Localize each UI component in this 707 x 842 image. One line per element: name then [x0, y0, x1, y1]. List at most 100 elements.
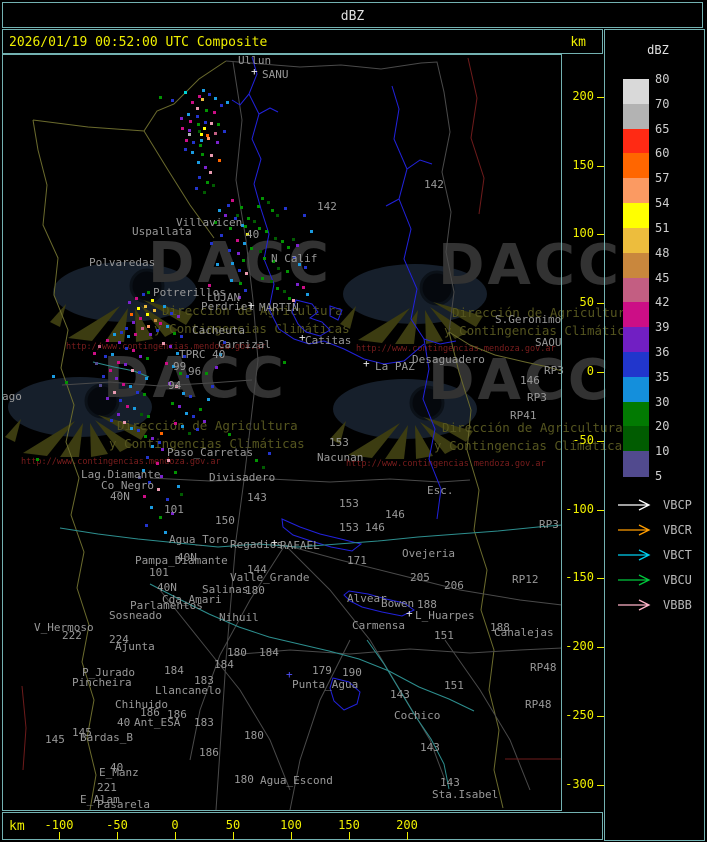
map-label: 180 — [245, 584, 265, 597]
map-label: S.Geronimo — [495, 313, 562, 326]
radar-echo — [132, 321, 135, 324]
map-label: 96 — [188, 365, 202, 378]
station-marker: + — [248, 299, 255, 312]
colorbar-label: 70 — [655, 96, 670, 111]
map-label: Carmensa — [352, 619, 405, 632]
map-label: Cacheuta — [192, 324, 245, 337]
map-label: Lag.Diamante — [81, 468, 161, 481]
radar-echo — [146, 456, 149, 459]
radar-echo — [203, 420, 206, 423]
radar-echo — [185, 139, 188, 142]
map-label: 40N — [110, 490, 130, 503]
radar-echo — [132, 349, 135, 352]
radar-echo — [214, 221, 217, 224]
radar-echo — [220, 104, 223, 107]
colorbar-band — [623, 376, 649, 403]
radar-echo — [303, 214, 306, 217]
radar-echo — [265, 230, 268, 233]
y-axis-tick-label: -300 — [565, 776, 594, 791]
radar-echo — [196, 115, 199, 118]
map-label: 146 — [365, 521, 385, 534]
map-label: 151 — [434, 629, 454, 642]
colorbar-band — [623, 227, 649, 254]
radar-echo — [144, 435, 147, 438]
map-label: 146 — [520, 374, 540, 387]
map-label: 171 — [347, 554, 367, 567]
radar-echo — [143, 495, 146, 498]
map-label: Desaguadero — [412, 353, 485, 366]
map-label: 99 — [173, 360, 187, 373]
map-label: 40N — [177, 551, 197, 564]
colorbar-label: 80 — [655, 72, 670, 86]
radar-echo — [213, 111, 216, 114]
radar-echo — [227, 204, 230, 207]
radar-echo — [220, 234, 223, 237]
radar-echo — [296, 283, 299, 286]
radar-echo — [129, 385, 132, 388]
radar-echo — [163, 305, 166, 308]
map-label: 101 — [164, 503, 184, 516]
map-label: Nihuil — [219, 611, 259, 624]
radar-echo — [267, 201, 270, 204]
radar-echo — [180, 117, 183, 120]
map-label: Canalejas — [494, 626, 554, 639]
radar-echo — [117, 361, 120, 364]
map-label: 143 — [440, 776, 460, 789]
y-axis-tick-label: -150 — [565, 570, 594, 585]
radar-echo — [125, 327, 128, 330]
y-axis-tick-label: 0 — [586, 364, 594, 378]
radar-echo — [216, 263, 219, 266]
colorbar-label: 35 — [655, 369, 670, 384]
radar-echo — [148, 481, 151, 484]
map-label: Nacunan — [317, 451, 364, 464]
dacc-eye-logo-wrap — [340, 256, 490, 344]
y-axis-tick-label: -200 — [565, 639, 594, 654]
radar-echo — [138, 476, 141, 479]
radar-echo — [156, 329, 159, 332]
radar-echo — [128, 301, 131, 304]
radar-echo — [247, 217, 250, 220]
map-label: 180 — [227, 646, 247, 659]
radar-echo — [259, 250, 262, 253]
radar-echo — [205, 372, 208, 375]
radar-echo — [99, 384, 102, 387]
radar-echo — [191, 151, 194, 154]
radar-echo — [242, 259, 245, 262]
radar-echo — [255, 459, 258, 462]
radar-echo — [188, 129, 191, 132]
colorbar-label: 5 — [655, 469, 663, 483]
map-label: ago — [2, 390, 22, 403]
vector-arrow-icon — [618, 499, 651, 511]
radar-echo — [183, 355, 186, 358]
vector-arrow-icon — [618, 549, 651, 561]
x-axis-tick — [59, 832, 60, 840]
radar-echo — [214, 97, 217, 100]
x-axis-tick-label: 50 — [225, 818, 241, 832]
vector-legend-label: VBCP — [663, 498, 692, 512]
radar-echo — [172, 365, 175, 368]
x-axis-tick — [349, 832, 350, 840]
radar-echo — [281, 240, 284, 243]
vector-arrow-icon — [618, 599, 651, 611]
radar-echo — [160, 475, 163, 478]
radar-echo — [210, 122, 213, 125]
radar-echo — [198, 176, 201, 179]
radar-echo — [137, 307, 140, 310]
radar-echo — [177, 315, 180, 318]
y-axis-unit-label: km — [570, 35, 586, 50]
x-axis-tick-label: 100 — [280, 818, 302, 832]
radar-echo — [122, 383, 125, 386]
map-label: Perdriel — [201, 300, 254, 313]
radar-echo — [146, 357, 149, 360]
map-label: L_Huarpes — [415, 609, 475, 622]
radar-echo — [201, 98, 204, 101]
map-label: Ovejeria — [402, 547, 455, 560]
radar-echo — [184, 91, 187, 94]
y-axis-tick — [597, 165, 604, 167]
map-label: 224 — [109, 633, 129, 646]
radar-echo — [268, 452, 271, 455]
map-label: Punta_Agua — [292, 678, 359, 691]
radar-echo — [159, 96, 162, 99]
radar-echo — [231, 199, 234, 202]
map-label: 40N — [157, 581, 177, 594]
